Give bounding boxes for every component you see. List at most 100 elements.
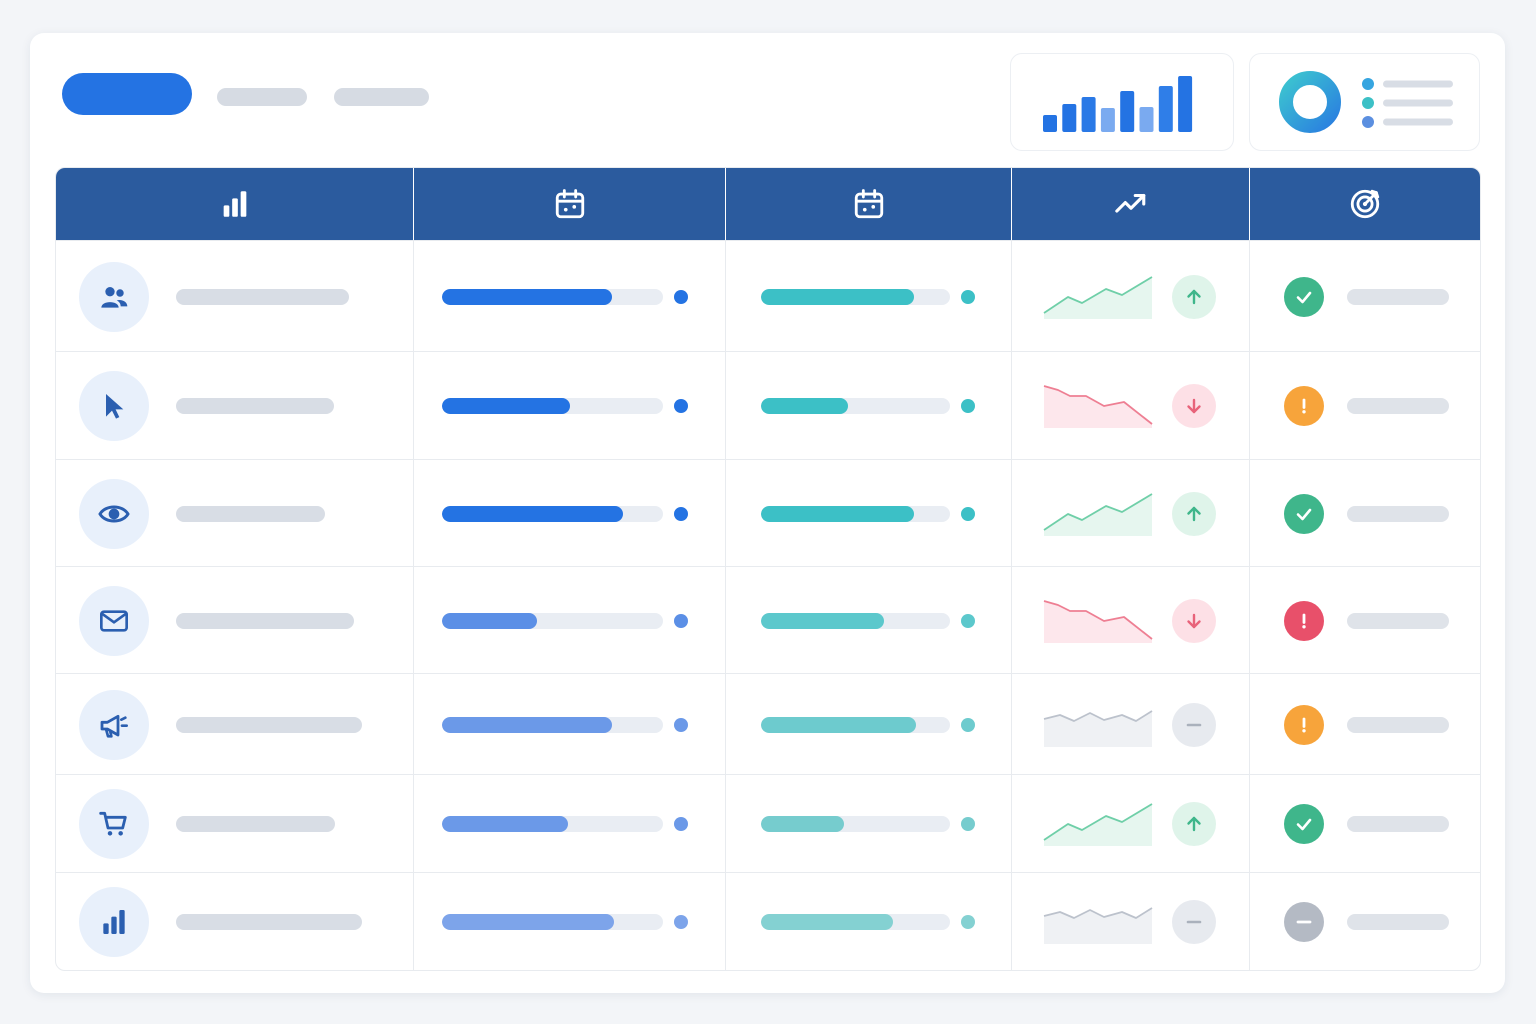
table-row[interactable] [56, 774, 1480, 872]
mini-bar [1158, 86, 1173, 132]
progress-cell-2 [726, 567, 1012, 673]
progress-fill [442, 612, 538, 629]
status-error-badge [1284, 600, 1324, 641]
row-icon-badge [79, 887, 149, 957]
sparkline-area [1044, 493, 1152, 536]
progress-dot [674, 817, 688, 831]
trend-badge[interactable] [1172, 598, 1216, 643]
progress-track [761, 612, 950, 629]
trend-badge[interactable] [1172, 491, 1216, 536]
trend-badge[interactable] [1172, 802, 1216, 846]
row-icon-badge [79, 371, 149, 441]
sparkline [1042, 900, 1154, 949]
dash-icon [1186, 723, 1202, 726]
table-row[interactable] [56, 566, 1480, 673]
progress-track [442, 612, 663, 629]
exclamation-icon [1302, 398, 1306, 414]
donut-summary [1279, 71, 1453, 133]
exclamation-icon [1302, 613, 1306, 628]
progress-track [442, 816, 663, 832]
progress-track [761, 816, 950, 832]
mail-icon [100, 609, 128, 632]
eye-icon [98, 505, 130, 522]
users-icon [101, 286, 128, 308]
progress-cell-1 [414, 873, 726, 970]
row-name-placeholder [176, 914, 362, 930]
column-header-2[interactable] [414, 168, 726, 240]
mini-bar [1062, 104, 1077, 132]
status-neutral-badge [1284, 902, 1324, 942]
sparkline [1042, 275, 1154, 324]
mini-bar [1081, 97, 1096, 132]
arrow-down-icon [1187, 613, 1201, 628]
progress-fill [761, 505, 915, 522]
mini-bar [1178, 76, 1193, 132]
row-name-placeholder [176, 288, 349, 305]
progress-cell-1 [414, 352, 726, 459]
trend-badge[interactable] [1172, 274, 1216, 319]
progress-track [761, 398, 950, 414]
row-name-cell [56, 873, 414, 970]
status-placeholder [1347, 716, 1449, 733]
progress-fill [442, 398, 571, 414]
sparkline-up [1043, 275, 1153, 319]
row-icon-badge [79, 689, 149, 760]
sparkline-line [1043, 709, 1153, 722]
progress-cell-2 [726, 775, 1012, 872]
sparkline [1042, 492, 1154, 541]
progress-dot [674, 289, 688, 304]
nav-pill-2[interactable] [334, 88, 429, 106]
sparkline-area [1044, 276, 1152, 319]
column-header-1[interactable] [56, 168, 414, 240]
trend-badge[interactable] [1172, 384, 1216, 428]
cursor-icon [106, 394, 124, 419]
progress-cell-2 [726, 460, 1012, 566]
donut-summary-card[interactable] [1249, 53, 1480, 151]
arrow-up-icon [1187, 816, 1201, 832]
primary-action-button[interactable] [62, 73, 192, 115]
nav-pill-1[interactable] [217, 88, 307, 106]
table-row[interactable] [56, 240, 1480, 351]
trend-badge[interactable] [1172, 702, 1216, 747]
table-row[interactable] [56, 673, 1480, 774]
mini-bar-chart [1043, 76, 1193, 132]
row-name-placeholder [176, 612, 354, 629]
progress-track [761, 505, 950, 522]
top-bar [30, 33, 1505, 163]
sparkline-up [1043, 803, 1153, 846]
progress-fill [442, 288, 613, 305]
data-table [55, 167, 1481, 971]
progress-dot [674, 915, 688, 929]
status-placeholder [1347, 816, 1449, 832]
progress-dot [674, 506, 688, 521]
check-icon [1296, 291, 1312, 303]
column-header-5[interactable] [1250, 168, 1480, 240]
column-header-4[interactable] [1012, 168, 1250, 240]
row-icon-badge [79, 789, 149, 859]
sparkline-flat [1043, 709, 1153, 747]
status-placeholder [1347, 612, 1449, 629]
sparkline [1042, 703, 1154, 752]
megaphone-icon [100, 714, 128, 738]
status-placeholder [1347, 505, 1449, 522]
progress-track [442, 716, 663, 733]
trending-up-icon [1114, 193, 1145, 213]
column-header-3[interactable] [726, 168, 1012, 240]
trend-cell [1012, 567, 1250, 673]
table-row[interactable] [56, 351, 1480, 459]
trend-cell [1012, 352, 1250, 459]
status-cell [1250, 352, 1480, 459]
table-row[interactable] [56, 872, 1480, 970]
exclamation-icon [1302, 717, 1306, 732]
minus-icon [1296, 920, 1312, 924]
trend-cell [1012, 241, 1250, 351]
sparkline-line [1043, 803, 1153, 841]
bar-summary-card[interactable] [1010, 53, 1234, 151]
table-header [56, 168, 1480, 240]
dashboard-card [30, 33, 1505, 993]
sparkline-flat [1043, 907, 1153, 944]
legend-line [1383, 80, 1453, 88]
sparkline-up [1043, 492, 1153, 536]
table-row[interactable] [56, 459, 1480, 566]
trend-badge[interactable] [1172, 900, 1216, 944]
